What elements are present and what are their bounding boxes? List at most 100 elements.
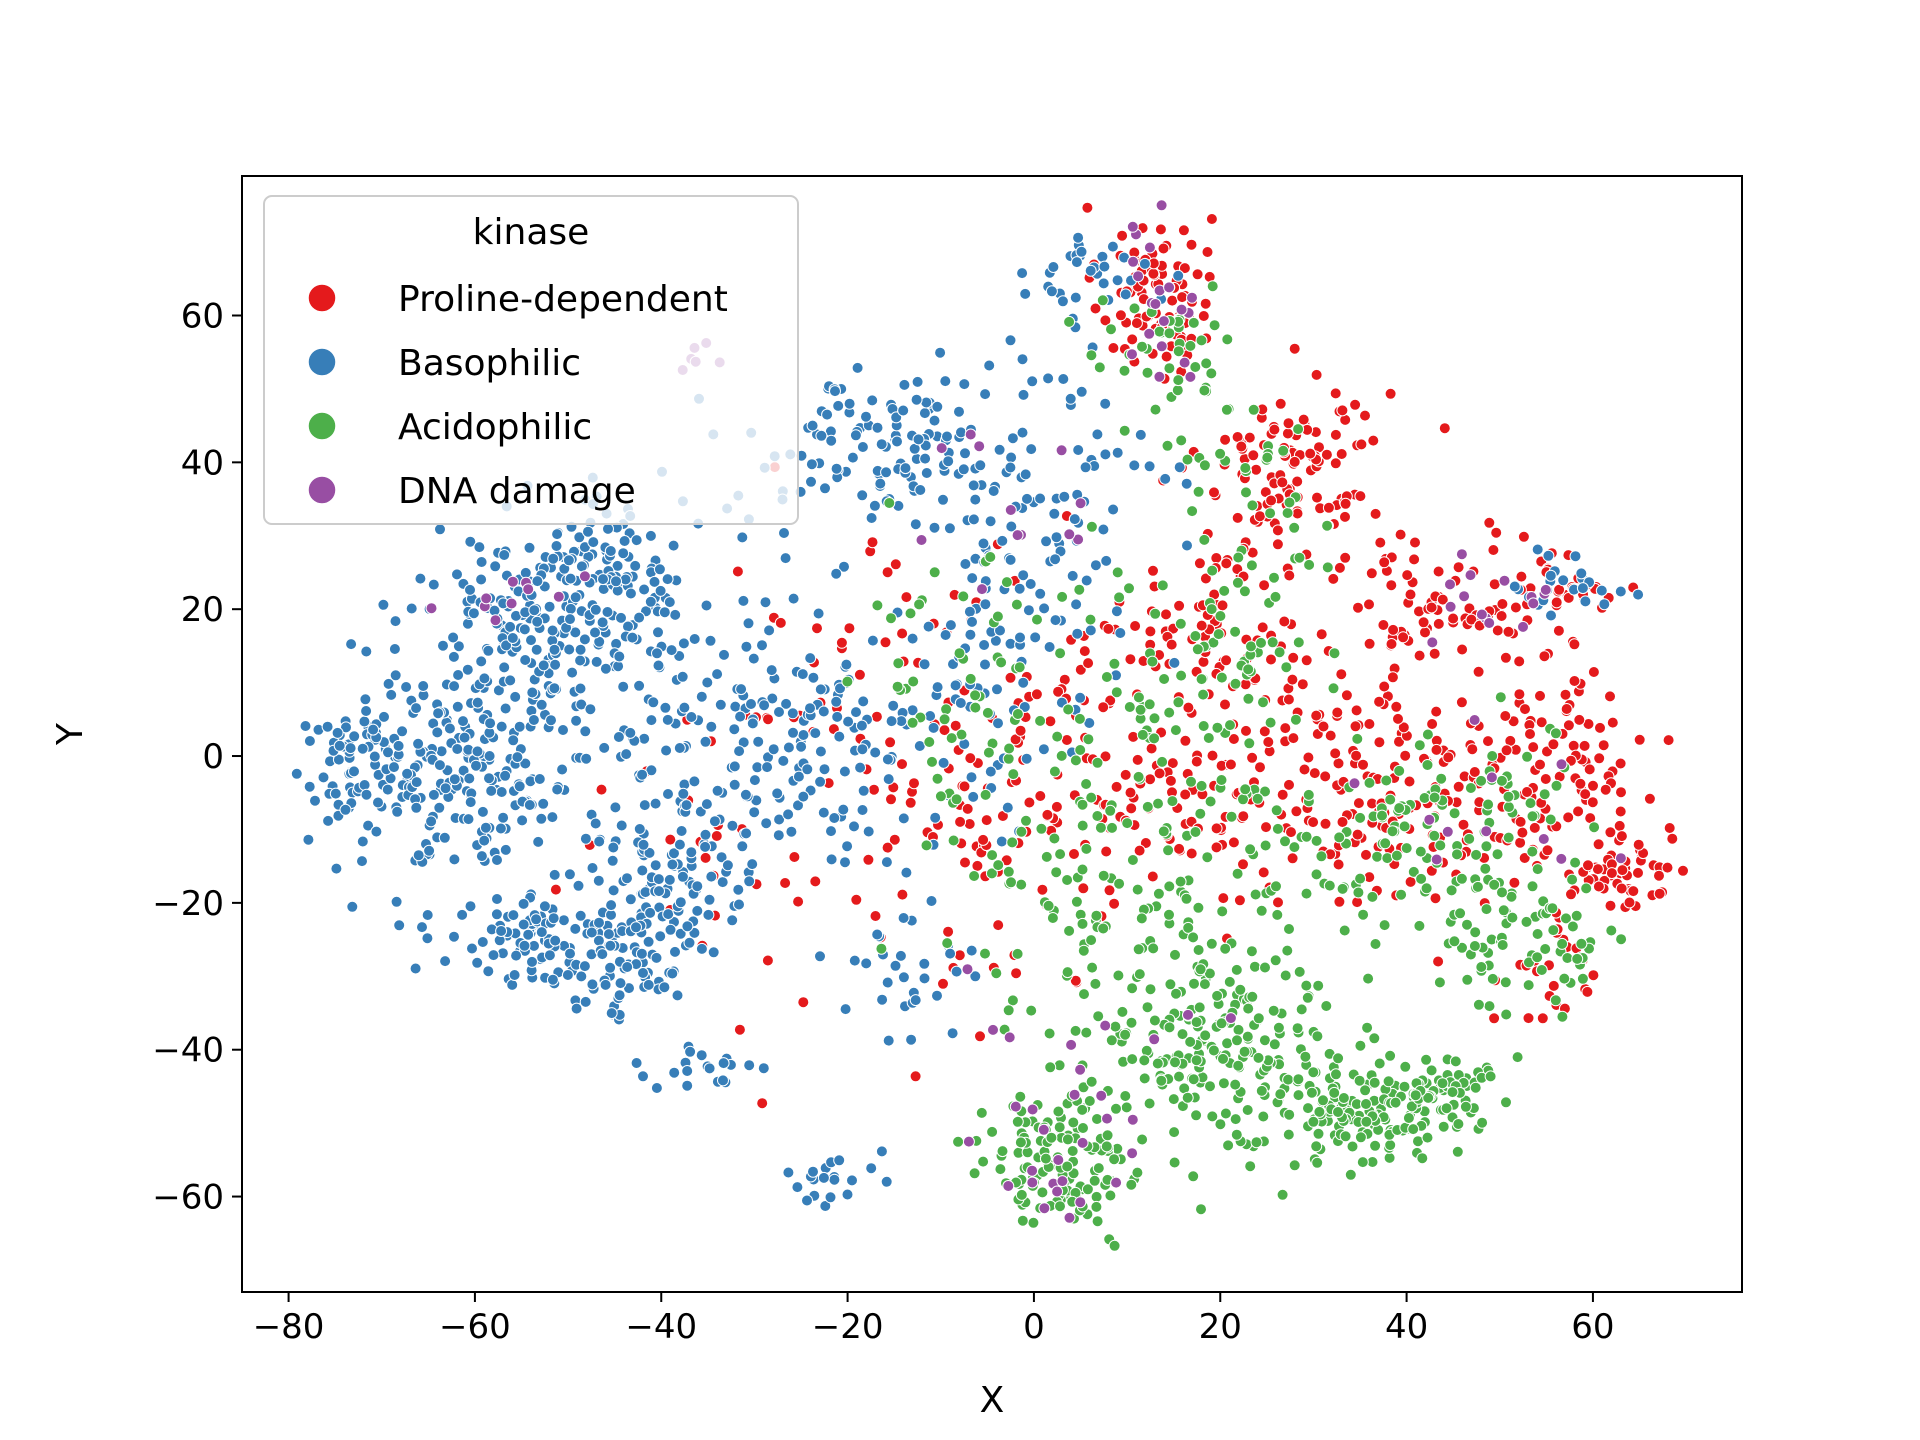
point-basophilic xyxy=(356,742,369,755)
point-basophilic xyxy=(737,594,750,607)
point-proline-dependent xyxy=(1335,668,1348,681)
point-proline-dependent xyxy=(1365,567,1378,580)
point-proline-dependent xyxy=(1227,733,1240,745)
point-acidophilic xyxy=(1016,1214,1029,1227)
point-acidophilic xyxy=(1042,899,1055,912)
point-acidophilic xyxy=(1092,1162,1105,1175)
point-basophilic xyxy=(377,598,390,611)
point-acidophilic xyxy=(1279,969,1292,982)
point-proline-dependent xyxy=(1604,690,1616,703)
point-acidophilic xyxy=(1302,1102,1314,1115)
point-proline-dependent xyxy=(1147,267,1160,280)
point-acidophilic xyxy=(1218,584,1231,597)
point-acidophilic xyxy=(1292,423,1305,436)
point-basophilic xyxy=(848,954,861,967)
point-acidophilic xyxy=(1239,783,1252,796)
point-acidophilic xyxy=(1243,737,1256,750)
point-basophilic xyxy=(360,645,373,658)
point-basophilic xyxy=(370,825,383,838)
point-acidophilic xyxy=(920,839,933,852)
point-proline-dependent xyxy=(949,719,962,732)
point-acidophilic xyxy=(1454,907,1467,920)
point-basophilic xyxy=(777,754,790,767)
point-proline-dependent xyxy=(1185,238,1198,251)
point-basophilic xyxy=(957,463,970,476)
point-acidophilic xyxy=(1293,965,1306,978)
point-acidophilic xyxy=(1198,459,1211,472)
point-acidophilic xyxy=(1310,1140,1323,1153)
point-proline-dependent xyxy=(1286,852,1299,865)
point-basophilic xyxy=(819,1200,832,1212)
point-acidophilic xyxy=(1526,810,1539,823)
point-basophilic xyxy=(922,620,935,633)
point-basophilic xyxy=(1069,291,1082,304)
point-basophilic xyxy=(495,786,508,798)
point-proline-dependent xyxy=(1604,899,1617,912)
point-acidophilic xyxy=(1120,1101,1133,1114)
point-basophilic xyxy=(814,745,827,758)
point-acidophilic xyxy=(1289,713,1302,726)
point-acidophilic xyxy=(1269,954,1282,967)
point-proline-dependent xyxy=(1173,842,1186,855)
point-basophilic xyxy=(966,615,978,628)
point-proline-dependent xyxy=(1271,524,1284,537)
point-acidophilic xyxy=(1214,1118,1227,1131)
point-acidophilic xyxy=(1089,977,1102,990)
point-basophilic xyxy=(716,876,729,889)
point-basophilic xyxy=(566,666,579,679)
point-basophilic xyxy=(740,640,753,653)
point-acidophilic xyxy=(1268,571,1280,584)
point-basophilic xyxy=(897,912,910,924)
point-basophilic xyxy=(410,702,423,715)
point-acidophilic xyxy=(1163,327,1176,340)
point-proline-dependent xyxy=(1539,773,1552,785)
point-proline-dependent xyxy=(1355,438,1368,451)
point-basophilic xyxy=(400,681,413,693)
point-basophilic xyxy=(830,695,843,708)
point-acidophilic xyxy=(1302,788,1315,801)
point-acidophilic xyxy=(1380,774,1393,787)
point-acidophilic xyxy=(1200,357,1213,370)
point-acidophilic xyxy=(1050,866,1063,879)
point-proline-dependent xyxy=(1615,882,1628,895)
point-proline-dependent xyxy=(1193,557,1206,570)
point-basophilic xyxy=(519,654,532,666)
point-basophilic xyxy=(564,602,577,615)
point-basophilic xyxy=(1034,492,1047,505)
point-basophilic xyxy=(705,720,718,733)
point-acidophilic xyxy=(1448,935,1461,948)
point-basophilic xyxy=(841,840,854,853)
point-basophilic xyxy=(638,583,651,596)
point-basophilic xyxy=(378,710,390,723)
point-basophilic xyxy=(637,1070,649,1083)
point-acidophilic xyxy=(1005,876,1017,889)
point-basophilic xyxy=(644,906,657,919)
points-layer xyxy=(290,199,1689,1252)
point-basophilic xyxy=(817,806,830,819)
point-proline-dependent xyxy=(1351,828,1364,841)
point-proline-dependent xyxy=(731,565,744,578)
point-acidophilic xyxy=(1078,988,1090,1001)
point-basophilic xyxy=(918,957,931,970)
point-basophilic xyxy=(691,880,704,893)
point-basophilic xyxy=(638,732,651,745)
point-acidophilic xyxy=(926,755,938,768)
point-basophilic xyxy=(658,606,671,619)
point-proline-dependent xyxy=(1500,744,1513,757)
point-basophilic xyxy=(498,549,511,561)
point-acidophilic xyxy=(977,1155,990,1168)
point-acidophilic xyxy=(1185,775,1197,788)
legend-label-proline-dependent: Proline-dependent xyxy=(398,279,728,320)
point-proline-dependent xyxy=(1315,628,1328,641)
point-proline-dependent xyxy=(1199,572,1212,585)
point-proline-dependent xyxy=(1547,738,1560,751)
point-acidophilic xyxy=(1141,800,1154,813)
point-basophilic xyxy=(846,451,859,464)
point-basophilic xyxy=(1099,397,1112,410)
point-acidophilic xyxy=(1321,519,1334,532)
point-acidophilic xyxy=(1531,951,1544,964)
point-basophilic xyxy=(748,806,761,819)
point-basophilic xyxy=(590,655,603,668)
point-acidophilic xyxy=(1014,1090,1027,1103)
point-acidophilic xyxy=(1015,1188,1028,1201)
